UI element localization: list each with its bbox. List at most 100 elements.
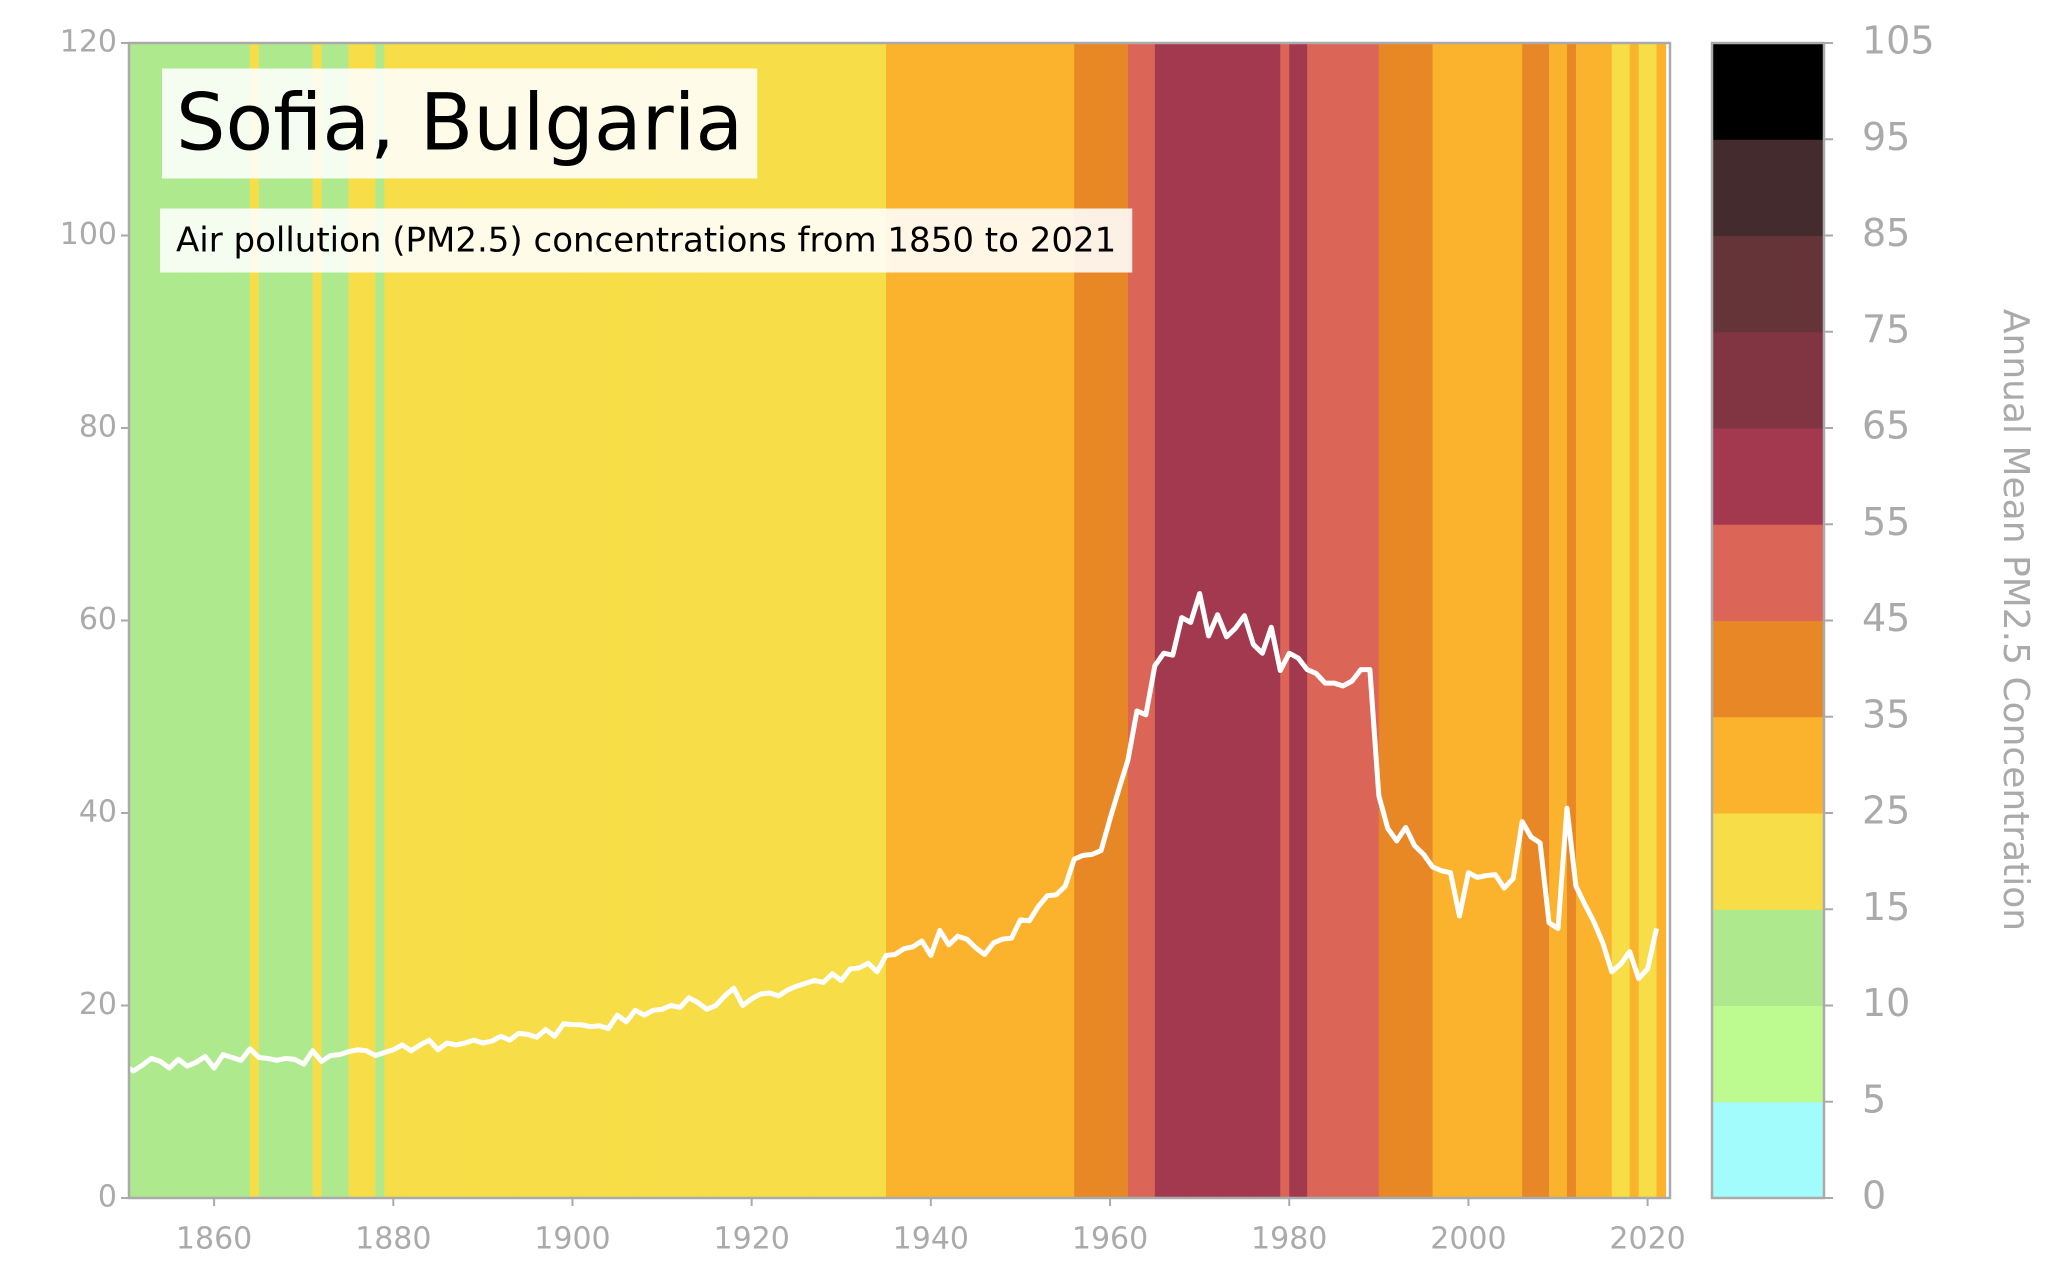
stripe [1540,43,1550,1198]
stripe [993,43,1004,1198]
y-tick-label: 80 [79,410,117,445]
stripe [1593,43,1604,1198]
stripes [129,43,1667,1198]
colorbar-tick-label: 0 [1862,1174,1886,1218]
stripe [294,43,305,1198]
stripe [769,43,780,1198]
stripe [1092,43,1102,1198]
stripe [402,43,412,1198]
stripe [258,43,269,1198]
colorbar-tick-label: 15 [1862,885,1910,929]
stripe [169,43,179,1198]
stripe [1558,43,1568,1198]
colorbar-tick-label: 10 [1862,981,1910,1025]
stripe [921,43,932,1198]
stripe [1432,43,1443,1198]
stripe [1029,43,1039,1198]
stripe [644,43,654,1198]
stripe [1020,43,1031,1198]
stripe [321,43,332,1198]
stripe [1280,43,1290,1198]
stripe [285,43,296,1198]
data-line [129,591,1660,1074]
stripe [1307,43,1317,1198]
stripe [1253,43,1263,1198]
stripe [393,43,403,1198]
stripe [464,43,475,1198]
stripe [635,43,645,1198]
colorbar-segment [1712,1101,1824,1199]
x-tick-label: 1980 [1251,1222,1327,1257]
colorbar-tick-label: 5 [1862,1077,1886,1121]
x-tick-label: 2000 [1430,1222,1506,1257]
stripe [930,43,941,1198]
stripe [500,43,511,1198]
stripe [724,43,735,1198]
stripe [688,43,699,1198]
stripe [832,43,842,1198]
stripe [1101,43,1111,1198]
y-tick-label: 60 [79,602,117,637]
x-tick-label: 1860 [176,1222,252,1257]
stripe [1244,43,1254,1198]
stripe [366,43,376,1198]
stripe [267,43,278,1198]
stripe [1378,43,1389,1198]
stripe [133,43,144,1198]
stripe [384,43,394,1198]
stripe [1065,43,1075,1198]
stripe [796,43,807,1198]
stripe [1396,43,1407,1198]
stripe [1477,43,1487,1198]
stripe [1190,43,1201,1198]
stripe [715,43,726,1198]
stripe [1172,43,1183,1198]
y-tick-label: 20 [79,987,117,1022]
stripe [581,43,592,1198]
stripe [554,43,565,1198]
stripe [1145,43,1156,1198]
stripe [1522,43,1532,1198]
stripe [1163,43,1174,1198]
stripe [375,43,385,1198]
chart-title: Sofia, Bulgaria [176,78,743,168]
stripe [841,43,851,1198]
colorbar-tick-label: 25 [1862,789,1910,833]
stripe [330,43,341,1198]
stripe [536,43,547,1198]
stripe [733,43,744,1198]
stripe [160,43,170,1198]
stripe [276,43,287,1198]
colorbar-segment [1712,813,1824,910]
stripe [482,43,493,1198]
stripe [1334,43,1344,1198]
stripe [1486,43,1496,1198]
y-tick-label: 0 [98,1180,117,1215]
stripe [653,43,663,1198]
stripe [1620,43,1631,1198]
stripe [1136,43,1147,1198]
chart-subtitle: Air pollution (PM2.5) concentrations fro… [176,221,1116,261]
stripe [984,43,995,1198]
subtitle-box [160,208,1133,273]
stripe [339,43,350,1198]
x-tick-label: 1960 [1072,1222,1148,1257]
stripe [939,43,950,1198]
y-tick-label: 100 [60,217,117,252]
stripe [1387,43,1398,1198]
colorbar-tick-label: 105 [1862,19,1935,63]
stripe [1575,43,1586,1198]
stripe [1289,43,1299,1198]
stripe [1414,43,1425,1198]
stripe [1602,43,1613,1198]
stripe [859,43,869,1198]
stripe [671,43,681,1198]
stripe [1504,43,1514,1198]
stripe [1127,43,1138,1198]
stripe [357,43,368,1198]
colorbar-tick-label: 75 [1862,307,1910,351]
stripe [1056,43,1066,1198]
stripe [1495,43,1505,1198]
stripe [1316,43,1326,1198]
stripe [1342,43,1353,1198]
